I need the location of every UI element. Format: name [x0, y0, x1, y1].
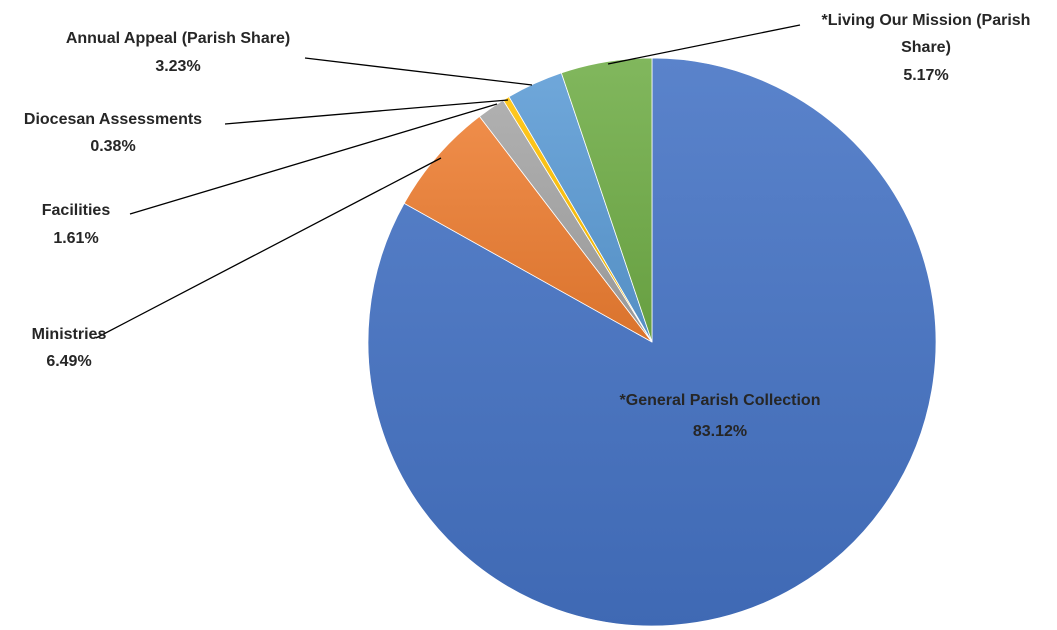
data-label-diocesan-assessments: 0.38%: [90, 138, 135, 155]
data-label-living-our-mission-parish-share: 5.17%: [903, 67, 948, 84]
leader-line-facilities: [129, 103, 498, 215]
slice-label-annual-appeal-parish-share: Annual Appeal (Parish Share): [66, 30, 290, 47]
slice-label-ministries: Ministries: [32, 326, 107, 343]
leader-lines: [95, 24, 801, 339]
leader-line-annual-appeal-parish-share: [304, 57, 533, 86]
slice-labels: *General Parish Collection 83.12% Ministri…: [24, 12, 1031, 440]
slice-label-diocesan-assessments: Diocesan Assessments: [24, 111, 202, 128]
data-label-facilities: 1.61%: [53, 230, 98, 247]
data-label-ministries: 6.49%: [46, 353, 91, 370]
data-label-general-parish-collection: 83.12%: [693, 423, 747, 440]
slice-label-general-parish-collection: *General Parish Collection: [620, 392, 821, 409]
slice-ministries: [403, 115, 653, 343]
slice-living-our-mission-parish-share: [560, 57, 653, 343]
leader-line-living-our-mission-parish-share: [607, 24, 801, 65]
pie-slices: [367, 57, 937, 627]
slice-label-facilities: Facilities: [42, 202, 111, 219]
slice-label-living-our-mission-parish-share-line2: Share): [901, 39, 951, 56]
slice-label-living-our-mission-parish-share-line1: *Living Our Mission (Parish: [822, 12, 1031, 29]
leader-line-diocesan-assessments: [224, 99, 509, 125]
data-label-annual-appeal-parish-share: 3.23%: [155, 58, 200, 75]
leader-line-ministries: [95, 157, 442, 339]
